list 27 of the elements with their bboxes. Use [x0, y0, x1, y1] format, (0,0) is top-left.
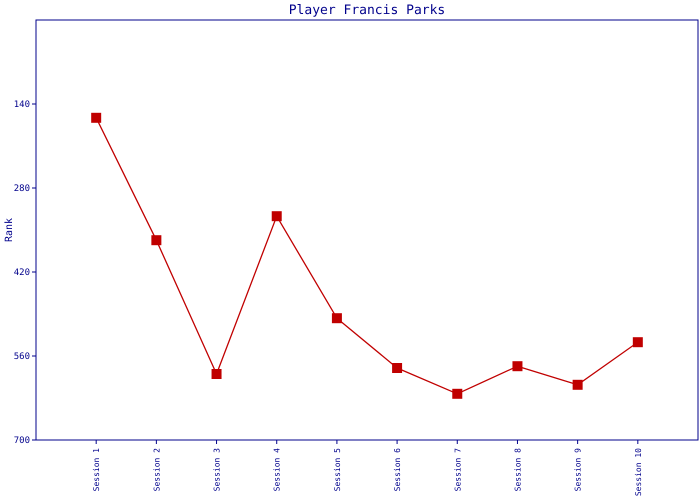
x-tick-label: Session 2 [152, 448, 162, 492]
y-axis-title: Rank [4, 218, 15, 242]
y-tick-label: 560 [14, 352, 30, 362]
point [632, 337, 643, 348]
x-tick-label: Session 8 [513, 448, 522, 492]
x-tick-label: Session 3 [212, 448, 222, 492]
point [151, 235, 162, 246]
point [332, 313, 342, 324]
x-tick-label: Session 5 [332, 448, 342, 492]
y-tick-label: 420 [14, 268, 30, 278]
x-tick-label: Session 1 [92, 448, 102, 492]
point [91, 112, 102, 123]
y-tick-label: 700 [14, 436, 30, 446]
chart-title: Player Francis Parks [288, 3, 446, 18]
x-tick-label: Session 6 [393, 448, 402, 492]
x-tick-label: Session 4 [272, 448, 282, 492]
point [452, 388, 462, 399]
point [572, 380, 583, 390]
x-tick-label: Session 10 [634, 448, 643, 496]
point [512, 361, 522, 372]
point [272, 211, 282, 222]
x-tick-label: Session 9 [574, 448, 583, 492]
y-tick-label: 140 [14, 100, 30, 110]
point [212, 369, 222, 379]
y-tick-label: 280 [14, 184, 30, 194]
x-tick-label: Session 7 [453, 448, 462, 492]
point [392, 363, 402, 373]
